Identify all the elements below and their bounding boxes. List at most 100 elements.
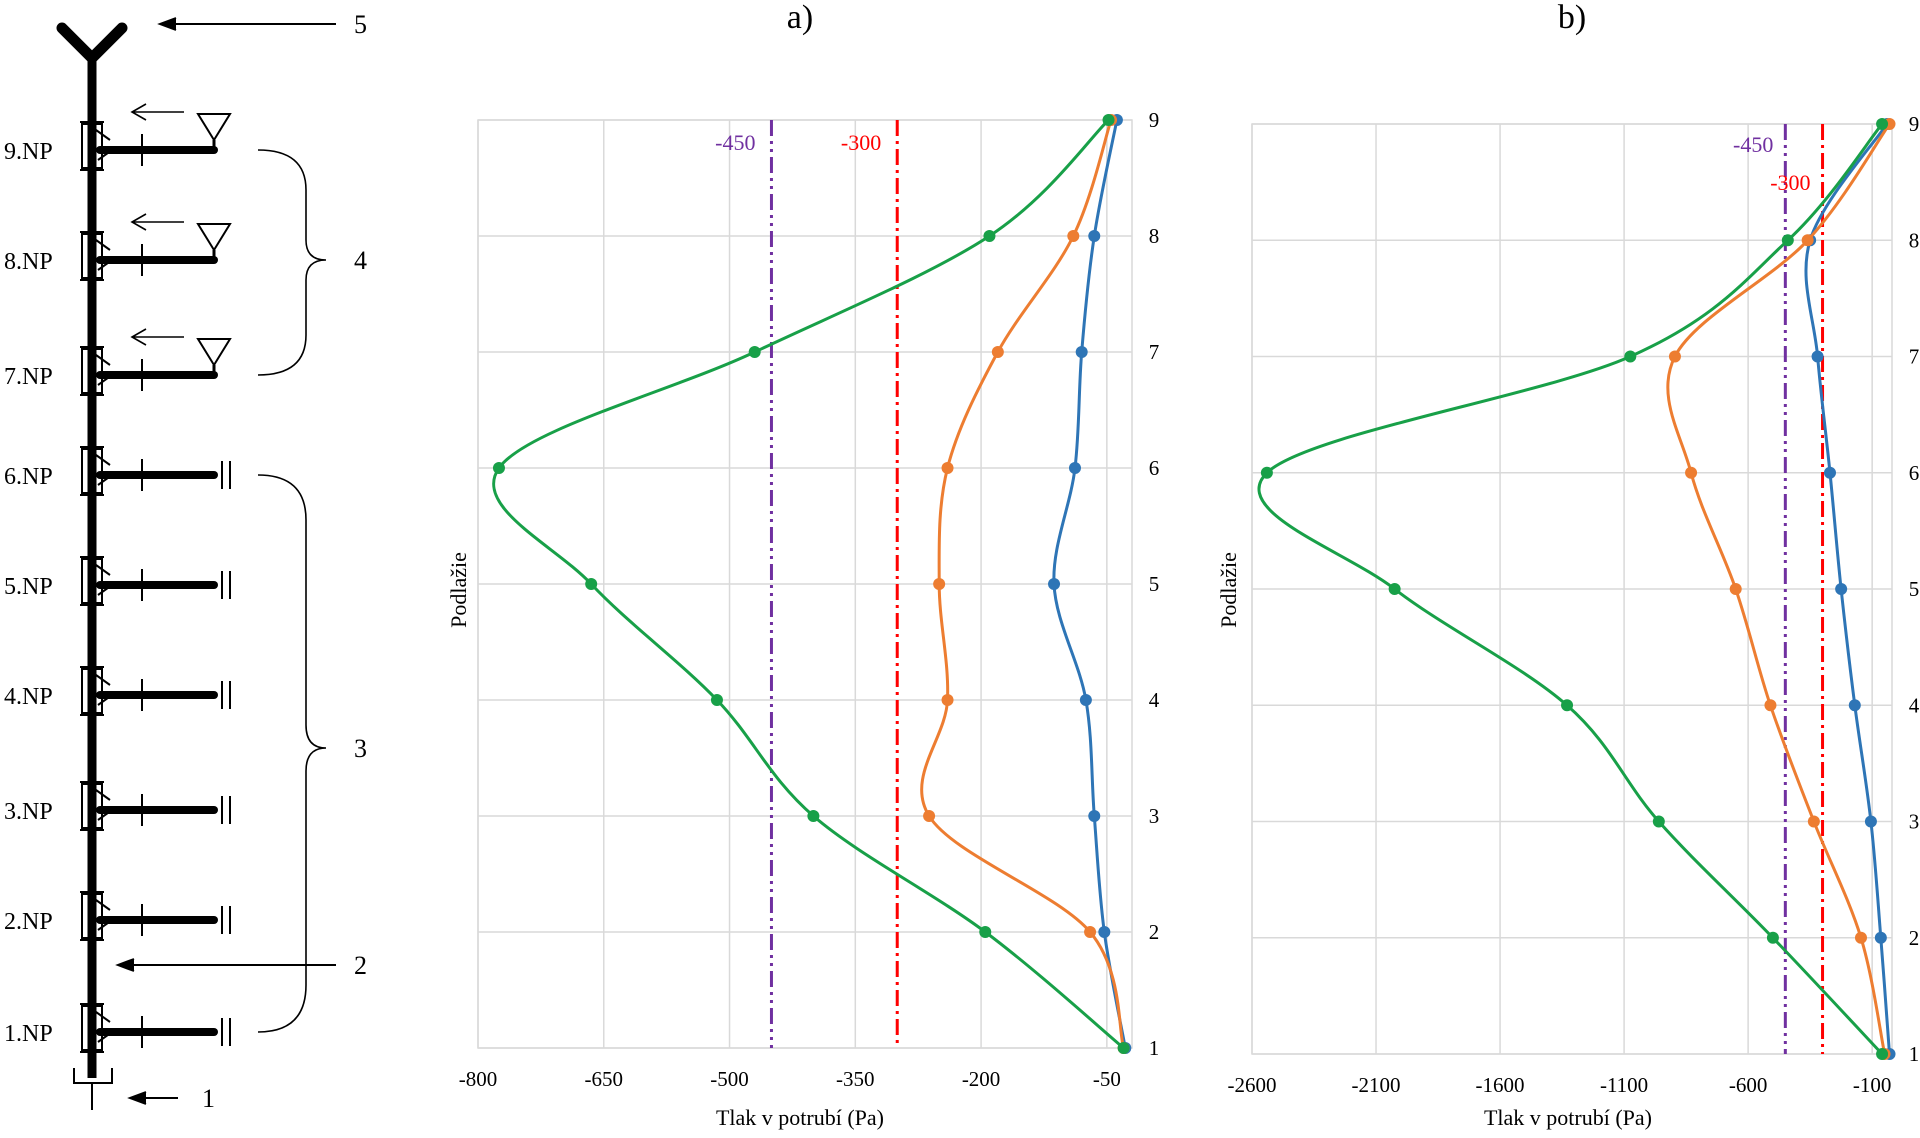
chart-b-series xyxy=(1257,118,1896,1060)
chart-a-x-axis-label: Tlak v potrubí (Pa) xyxy=(716,1105,884,1130)
data-point xyxy=(1876,118,1889,130)
data-point xyxy=(710,694,723,706)
data-point xyxy=(1729,583,1742,595)
branch-junction xyxy=(95,129,113,161)
chart-a-reference-lines: -450 -300 xyxy=(715,120,899,1048)
floor-3: 3.NP xyxy=(4,781,231,831)
data-point xyxy=(1117,1042,1130,1054)
series-line xyxy=(1257,123,1884,1056)
x-tick-label: -200 xyxy=(962,1067,1001,1091)
data-point xyxy=(1652,815,1665,828)
x-tick-label: -1600 xyxy=(1476,1073,1525,1097)
data-point xyxy=(1624,350,1637,363)
y-tick-label: 6 xyxy=(1149,456,1160,480)
data-point xyxy=(1075,346,1088,358)
series-2 xyxy=(1257,118,1889,1060)
data-point xyxy=(1067,230,1080,242)
callout-brace xyxy=(257,149,327,376)
floor-5: 5.NP xyxy=(4,556,231,606)
x-tick-label: -800 xyxy=(459,1067,498,1091)
chart-b-x-axis-label: Tlak v potrubí (Pa) xyxy=(1484,1105,1652,1130)
panel-label-b: b) xyxy=(1558,0,1586,36)
chart-b: b) -450 -300 -2600 -2100 -1600 -1100 -600 -100… xyxy=(1216,0,1920,1130)
data-point xyxy=(1764,699,1777,712)
callout-4: 4 xyxy=(257,149,367,376)
x-tick-label: -650 xyxy=(585,1067,624,1091)
data-point xyxy=(979,926,992,938)
y-tick-label: 1 xyxy=(1909,1042,1920,1066)
floor-9: 9.NP xyxy=(4,103,232,171)
data-point xyxy=(941,462,954,474)
y-tick-label: 5 xyxy=(1909,577,1920,601)
chart-b-y-axis-label: Podlažie xyxy=(1216,552,1241,628)
floor-label: 7.NP xyxy=(4,364,53,390)
x-tick-label: -100 xyxy=(1853,1073,1892,1097)
chart-a: a) -450 -300 -800 -650 -500 -350 -200 -50 1 2 3 4 5… xyxy=(446,0,1160,1130)
data-point xyxy=(1088,230,1101,242)
y-tick-label: 7 xyxy=(1909,345,1920,369)
chart-a-series xyxy=(492,114,1132,1054)
data-point xyxy=(807,810,820,822)
data-point xyxy=(1874,931,1887,944)
data-point xyxy=(1102,114,1115,126)
series-2 xyxy=(492,114,1130,1054)
data-point xyxy=(1854,931,1867,944)
chart-b-reference-lines: -450 -300 xyxy=(1733,124,1825,1054)
floor-6: 6.NP xyxy=(4,446,231,496)
data-point xyxy=(1807,815,1820,828)
callout-number: 5 xyxy=(354,10,367,39)
y-tick-label: 3 xyxy=(1909,810,1920,834)
x-tick-label: -2100 xyxy=(1352,1073,1401,1097)
panel-label-a: a) xyxy=(787,0,813,36)
y-tick-label: 8 xyxy=(1909,228,1920,252)
chart-a-y-axis-label: Podlažie xyxy=(446,552,471,628)
chart-b-gridlines xyxy=(1251,123,1893,1055)
reference-line-label: -300 xyxy=(841,130,881,155)
data-point xyxy=(1876,1048,1889,1060)
branch-junction xyxy=(95,564,113,596)
y-tick-label: 9 xyxy=(1909,112,1920,136)
y-tick-label: 2 xyxy=(1149,920,1160,944)
data-point xyxy=(1668,350,1681,363)
x-tick-label: -500 xyxy=(710,1067,749,1091)
data-point xyxy=(1823,466,1836,479)
drainage-stack-schematic: 9.NP 8.NP 7.NP 6.NP 5.NP 4.NP 3.NP 2.NP 1.NP 1 2 3… xyxy=(4,10,367,1113)
chart-a-tick-labels: -800 -650 -500 -350 -200 -50 1 2 3 4 5 6 7 8 9 xyxy=(459,108,1160,1091)
airflow-arrow xyxy=(130,328,184,346)
floor-4: 4.NP xyxy=(4,666,231,716)
branch-junction xyxy=(95,789,113,821)
callout-arrow xyxy=(115,958,336,972)
chart-b-tick-labels: -2600 -2100 -1600 -1100 -600 -100 1 2 3 4 5 6 7 8 9 xyxy=(1228,112,1920,1097)
x-tick-label: -2600 xyxy=(1228,1073,1277,1097)
reference-line-label: -450 xyxy=(1733,132,1773,157)
data-point xyxy=(1068,462,1081,474)
chart-a-gridlines xyxy=(477,119,1133,1049)
x-tick-label: -600 xyxy=(1729,1073,1768,1097)
branch-junction xyxy=(95,454,113,486)
y-tick-label: 2 xyxy=(1909,926,1920,950)
floor-2: 2.NP xyxy=(4,891,231,941)
data-point xyxy=(1048,578,1061,590)
data-point xyxy=(748,346,761,358)
floor-1: 1.NP xyxy=(4,1003,231,1053)
floor-label: 9.NP xyxy=(4,139,53,165)
floor-label: 3.NP xyxy=(4,799,53,825)
data-point xyxy=(1835,583,1848,595)
y-tick-label: 4 xyxy=(1149,688,1160,712)
data-point xyxy=(1079,694,1092,706)
callout-number: 4 xyxy=(354,246,367,275)
floor-label: 6.NP xyxy=(4,464,53,490)
branch-junction xyxy=(95,354,113,386)
callout-5: 5 xyxy=(157,10,367,39)
y-tick-label: 8 xyxy=(1149,224,1160,248)
floor-label: 5.NP xyxy=(4,574,53,600)
callout-3: 3 xyxy=(257,474,367,1033)
branch-junction xyxy=(95,674,113,706)
y-tick-label: 3 xyxy=(1149,804,1160,828)
data-point xyxy=(1260,466,1273,479)
air-admittance-valve xyxy=(196,223,232,252)
callout-arrow xyxy=(127,1091,178,1105)
branch-junction xyxy=(95,899,113,931)
data-point xyxy=(1766,931,1779,944)
data-point xyxy=(1088,810,1101,822)
